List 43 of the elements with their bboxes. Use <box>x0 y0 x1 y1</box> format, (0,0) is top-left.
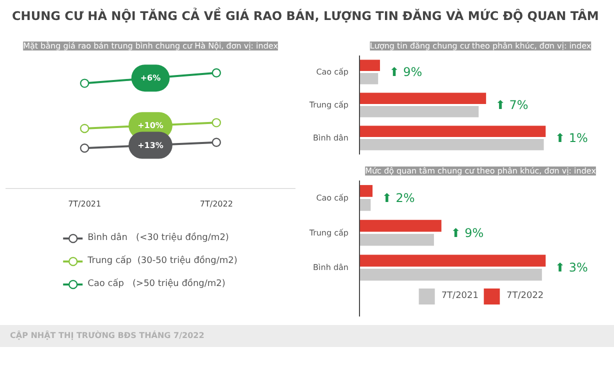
legend-label: Cao cấp (>50 triệu đồng/m2) <box>88 279 226 289</box>
bar <box>360 92 486 104</box>
y-tick-label: Cao cấp <box>316 193 349 202</box>
point <box>80 78 90 88</box>
text: ⬆ 1% <box>554 131 588 145</box>
annotation: ⬆ 9% <box>389 65 422 79</box>
point <box>80 124 90 134</box>
y-tick-label: Bình dân <box>313 134 349 142</box>
y-tick-label: Bình dân <box>313 263 349 272</box>
annotation: +13% <box>138 140 164 150</box>
point <box>212 138 222 147</box>
annotation: +10% <box>138 121 164 130</box>
chart-title: Lượng tin đăng chung cư theo phân khúc, đơn vị: index <box>370 42 592 50</box>
legend-label: Trung cấp (30-50 triệu đồng/m2) <box>88 256 238 266</box>
point <box>212 118 222 128</box>
bar <box>360 106 479 118</box>
annotation: ⬆ 2% <box>382 190 415 205</box>
point <box>80 144 90 153</box>
bar <box>360 198 371 211</box>
bar <box>360 268 542 281</box>
bar <box>360 185 373 197</box>
text: ⬆ 3% <box>554 260 588 275</box>
bar <box>360 72 378 84</box>
legend-label: 7T/2021 <box>441 291 478 301</box>
annotation: +6% <box>140 74 161 83</box>
legend-label: Bình dân (<30 triệu đồng/m2) <box>88 233 229 243</box>
y-tick-label: Trung cấp <box>308 100 348 110</box>
annotation: ⬆ 7% <box>495 98 528 112</box>
annotation: ⬆ 9% <box>450 226 484 240</box>
bar <box>360 254 546 267</box>
legend-label: 7T/2022 <box>506 291 544 301</box>
chart-subtitle: Mặt bằng giá rao bán trung bình chung cư Hà Nội, đơn vị: index <box>23 40 278 50</box>
bar <box>360 60 380 72</box>
bar <box>360 234 434 246</box>
chart-title: CHUNG CƯ HÀ NỘI TĂNG CẢ VỀ GIÁ RAO BÁN, LƯỢNG TIN ĐĂNG VÀ MỨC ĐỘ QUAN TÂM <box>12 8 599 25</box>
y-tick-label: Trung cấp <box>308 228 348 238</box>
bar <box>360 220 442 232</box>
bar <box>360 138 544 150</box>
chart-title: Mức độ quan tâm chung cư theo phân khúc, đơn vị: index <box>365 166 596 176</box>
point <box>212 68 222 78</box>
text: CẬP NHẬT THỊ TRƯỜNG BĐS THÁNG 7/2022 <box>10 330 204 342</box>
bar <box>360 126 546 138</box>
y-tick-label: Cao cấp <box>316 68 349 76</box>
